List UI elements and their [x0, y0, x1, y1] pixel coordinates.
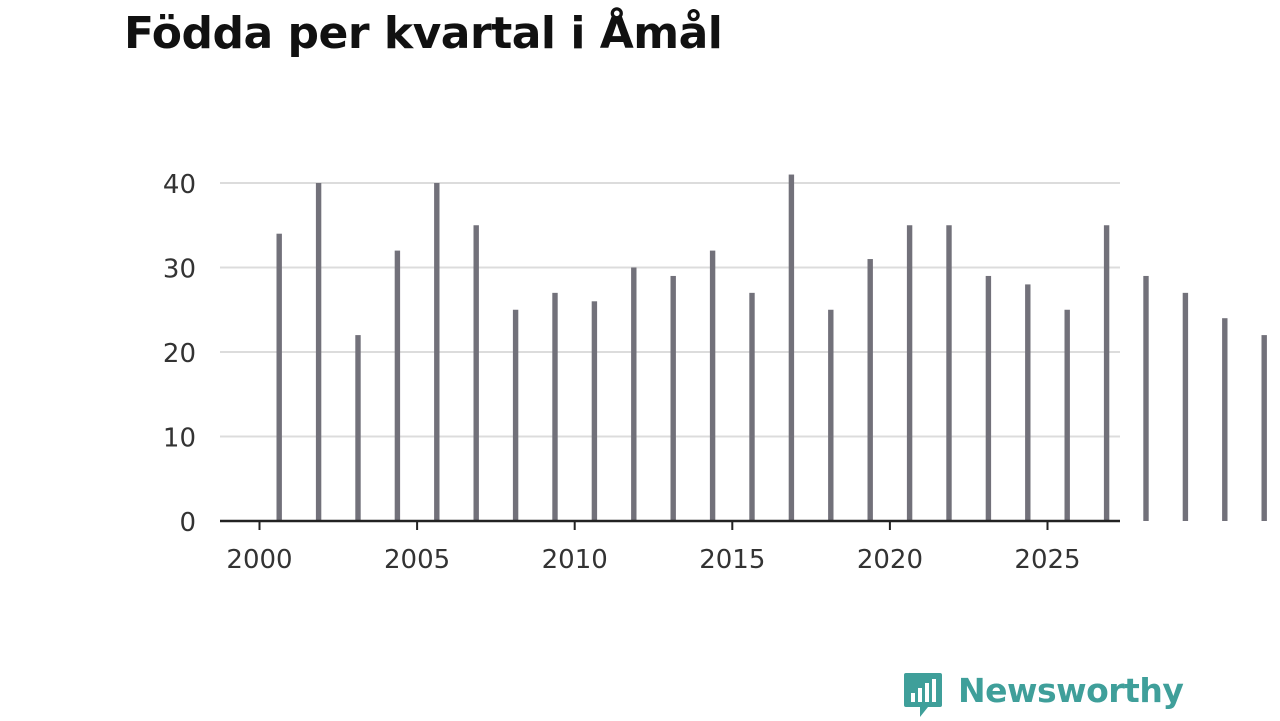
bar: [355, 335, 361, 521]
x-tick-label: 2005: [384, 545, 450, 575]
bar: [946, 225, 952, 521]
bar: [1025, 284, 1031, 521]
bar: [788, 174, 795, 522]
y-tick-label: 20: [163, 339, 196, 369]
bar: [670, 275, 676, 521]
bar: [473, 225, 479, 521]
y-tick-label: 10: [163, 424, 196, 454]
x-tick-label: 2015: [699, 545, 765, 575]
x-tick-label: 2025: [1014, 545, 1080, 575]
brand-name: Newsworthy: [958, 671, 1184, 710]
bar: [276, 233, 282, 521]
x-tick-label: 2020: [857, 545, 923, 575]
bar: [985, 275, 992, 521]
bar: [1143, 275, 1149, 521]
newsworthy-logo-icon: [904, 673, 942, 717]
bar: [709, 250, 716, 521]
bar: [552, 292, 558, 521]
bar: [512, 309, 519, 521]
x-tick-label: 2010: [542, 545, 608, 575]
bar: [906, 225, 913, 521]
bar: [867, 259, 873, 521]
bar: [828, 309, 834, 521]
bar: [591, 301, 598, 521]
y-tick-label: 30: [163, 255, 196, 285]
bar: [631, 267, 637, 521]
bar: [749, 292, 755, 521]
bar: [394, 250, 401, 521]
bar: [434, 183, 440, 521]
y-tick-label: 40: [163, 170, 196, 200]
bar: [1222, 318, 1228, 521]
bar: [1103, 225, 1110, 521]
y-tick-label: 0: [179, 508, 196, 538]
chart-title: Födda per kvartal i Åmål: [124, 8, 723, 59]
bar: [1182, 292, 1189, 521]
bar: [315, 183, 322, 521]
newsworthy-logo: Newsworthy: [902, 671, 1184, 721]
bar: [1261, 335, 1267, 521]
x-tick-label: 2000: [226, 545, 292, 575]
bar: [1064, 309, 1070, 521]
